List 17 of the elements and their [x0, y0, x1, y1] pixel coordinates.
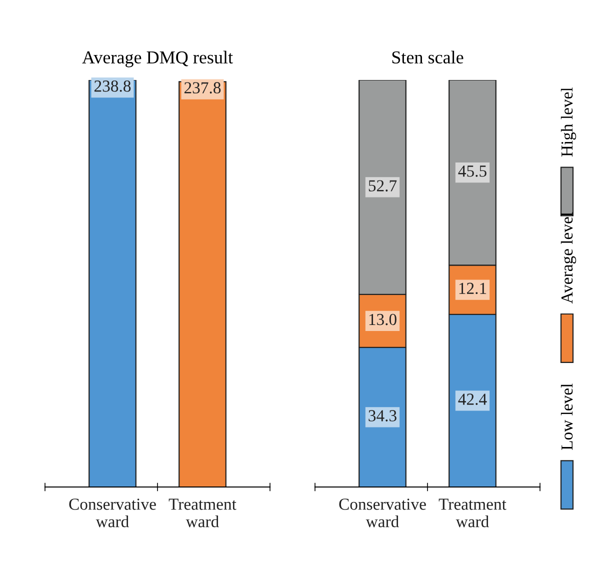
data-label: 12.1: [459, 282, 486, 294]
text: High level: [560, 88, 576, 157]
data-label: 52.7: [368, 180, 397, 192]
x-tick-label: Conservative ward: [69, 498, 156, 528]
data-label: 13.0: [369, 314, 396, 326]
x-tick-label: Treatment ward: [168, 498, 236, 528]
data-label: 42.4: [458, 394, 487, 405]
data-label: 238.8: [94, 80, 131, 92]
chart-title: Sten scale: [392, 50, 464, 64]
text: Average level: [560, 212, 576, 304]
x-tick-label: Conservative ward: [339, 498, 426, 528]
chart-title: Average DMQ result: [82, 50, 233, 68]
data-label: 34.3: [368, 410, 396, 422]
x-tick-label: Treatment ward: [438, 498, 506, 528]
data-label: 45.5: [458, 166, 486, 177]
text: Low level: [560, 384, 573, 450]
data-label: 237.8: [184, 82, 221, 94]
